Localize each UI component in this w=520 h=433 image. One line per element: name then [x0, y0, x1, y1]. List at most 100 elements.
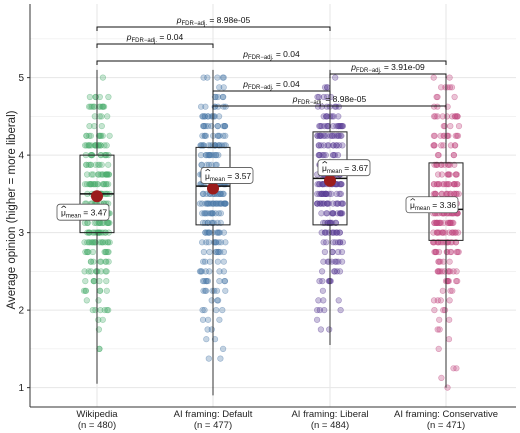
data-point — [84, 239, 91, 246]
data-point — [452, 171, 460, 178]
data-point — [222, 287, 229, 294]
y-axis-title: Average opinion (higher = more liberal) — [6, 110, 18, 309]
significance-label: pFDR−adj. = 0.04 — [126, 32, 184, 44]
data-point — [216, 316, 223, 323]
data-point — [104, 248, 111, 256]
data-point — [320, 219, 327, 226]
data-point — [434, 103, 441, 110]
significance-bracket — [329, 73, 447, 78]
data-point — [321, 229, 329, 236]
data-point — [446, 258, 453, 265]
data-point — [104, 113, 111, 120]
data-point — [219, 307, 226, 314]
data-point — [322, 152, 329, 159]
data-point — [98, 122, 105, 130]
data-point — [446, 84, 454, 91]
data-point — [319, 287, 327, 294]
data-point — [106, 132, 113, 139]
data-point — [330, 229, 338, 236]
data-point — [217, 210, 224, 217]
data-point — [86, 122, 93, 130]
data-point — [212, 210, 219, 217]
mean-label-box — [405, 196, 459, 214]
mean-label: μmean = 3.67 — [317, 159, 371, 177]
category-n-label: (n = 477) — [194, 420, 232, 431]
data-point — [435, 181, 443, 188]
mean-label: μmean = 3.57 — [200, 167, 254, 184]
data-point — [439, 287, 446, 294]
data-point — [435, 152, 442, 159]
mean-marker — [324, 174, 336, 187]
mean-label: μmean = 3.36 — [405, 196, 459, 214]
data-point — [87, 132, 94, 139]
data-point — [209, 210, 216, 217]
data-point — [328, 190, 335, 197]
data-point — [97, 268, 105, 275]
data-point — [443, 190, 450, 197]
data-point — [336, 268, 344, 275]
data-point — [445, 336, 453, 343]
data-point — [453, 365, 460, 372]
data-point — [434, 229, 442, 236]
data-point — [436, 326, 443, 333]
mean-label-box — [56, 203, 110, 221]
data-point — [446, 297, 453, 304]
data-point — [320, 113, 327, 120]
data-point — [105, 307, 112, 314]
data-point — [445, 161, 452, 168]
data-point — [214, 258, 221, 265]
data-point — [90, 103, 97, 110]
data-point — [330, 142, 337, 149]
data-point — [432, 190, 439, 197]
data-point — [431, 142, 438, 149]
data-point — [315, 142, 323, 149]
category-label: AI framing: Liberal — [291, 409, 368, 420]
data-point — [98, 113, 105, 120]
data-point — [333, 142, 340, 149]
data-point — [435, 345, 442, 353]
data-point — [319, 190, 327, 197]
data-point — [200, 122, 207, 130]
data-point — [207, 152, 214, 159]
data-point — [89, 181, 97, 188]
data-point — [450, 229, 457, 236]
data-point — [211, 103, 219, 110]
data-point — [105, 93, 112, 101]
category-label: Wikipedia — [76, 409, 118, 420]
data-point — [84, 219, 91, 226]
significance-label: pFDR−adj. = 3.91e-09 — [350, 62, 425, 74]
data-point — [83, 297, 90, 304]
data-point — [455, 248, 462, 256]
data-point — [335, 103, 343, 110]
data-point — [202, 152, 209, 159]
data-point — [83, 248, 91, 256]
data-point — [204, 326, 211, 333]
data-point — [316, 152, 323, 159]
data-point — [205, 152, 212, 159]
data-point — [80, 287, 88, 294]
data-point — [435, 258, 442, 265]
data-point — [216, 268, 223, 275]
data-point — [103, 278, 110, 285]
data-point — [98, 132, 105, 139]
data-point — [323, 103, 331, 110]
data-point — [314, 93, 321, 101]
data-point — [211, 336, 219, 343]
data-point — [199, 190, 206, 197]
data-point — [325, 142, 332, 149]
data-point — [213, 239, 220, 246]
data-point — [440, 142, 447, 149]
data-point — [437, 297, 444, 304]
y-tick-label: 2 — [18, 306, 24, 317]
mean-marker — [207, 182, 219, 195]
data-point — [319, 268, 326, 275]
data-point — [322, 190, 329, 197]
hat-mark — [322, 161, 328, 164]
data-point — [91, 239, 99, 246]
data-point — [335, 132, 342, 139]
data-point — [97, 171, 104, 178]
data-point — [447, 122, 454, 130]
category-n-label: (n = 480) — [78, 420, 116, 431]
data-point — [323, 122, 331, 130]
